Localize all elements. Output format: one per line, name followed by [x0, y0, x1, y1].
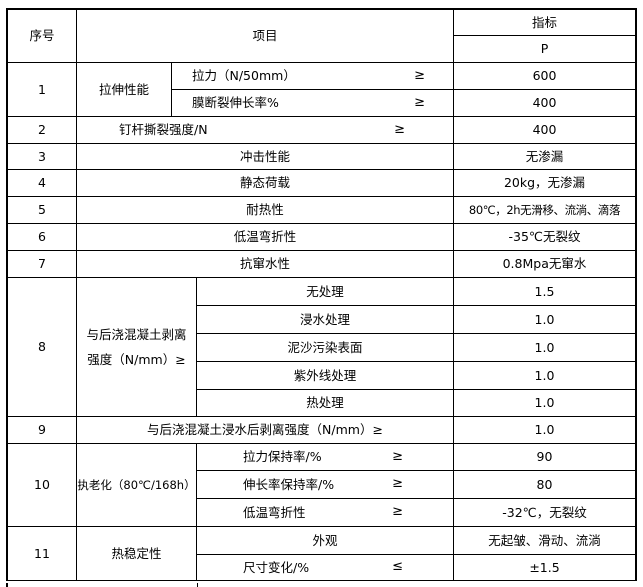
item-label-cell: 抗窜水性 — [77, 251, 454, 278]
header-grade-cell: P — [454, 36, 635, 63]
row-seq: 8 — [8, 278, 77, 417]
table-continuation-inner-border — [197, 583, 198, 587]
ge-symbol: ≥ — [394, 121, 405, 137]
sub-label: 拉力保持率/% — [243, 449, 322, 465]
value-cell: 20kg，无渗漏 — [454, 170, 635, 197]
row-seq: 7 — [8, 251, 77, 278]
sub-label-cell: 外观 — [197, 527, 454, 555]
item-label-cell: 低温弯折性 — [77, 224, 454, 251]
sub-label-cell: 泥沙污染表面 — [197, 334, 454, 362]
sub-label: 伸长率保持率/% — [243, 476, 335, 492]
value-cell: -35℃无裂纹 — [454, 224, 635, 251]
sub-label: 低温弯折性 — [243, 504, 306, 520]
item-cell: 拉伸性能 — [77, 63, 172, 117]
value-cell: 80℃，2h无滑移、流淌、滴落 — [454, 197, 635, 224]
row-seq: 5 — [8, 197, 77, 224]
value-cell: 1.0 — [454, 306, 635, 334]
value-cell: 1.0 — [454, 390, 635, 417]
value-cell: 400 — [454, 117, 635, 144]
sub-label: 尺寸变化/% — [243, 559, 310, 575]
ge-symbol: ≥ — [392, 504, 403, 520]
table-continuation-left-border — [6, 583, 8, 587]
spec-table: 序号 项目 指标 P 1 拉伸性能 拉力（N/50mm） ≥ 600 膜断裂伸长… — [6, 8, 637, 581]
value-cell: 90 — [454, 444, 635, 471]
le-symbol: ≤ — [392, 559, 403, 575]
value-cell: ±1.5 — [454, 555, 635, 581]
ge-symbol: ≥ — [414, 67, 425, 83]
sub-label-cell: 热处理 — [197, 390, 454, 417]
row-seq: 4 — [8, 170, 77, 197]
item-label-cell: 钉杆撕裂强度/N ≥ — [77, 117, 454, 144]
header-item-cell: 项目 — [77, 10, 454, 63]
sub-label-cell: 尺寸变化/% ≤ — [197, 555, 454, 581]
ge-symbol: ≥ — [414, 94, 425, 110]
sub-label: 拉力（N/50mm） — [192, 68, 296, 84]
item-label-cell: 静态荷载 — [77, 170, 454, 197]
item-label-cell: 冲击性能 — [77, 144, 454, 170]
row-seq: 10 — [8, 444, 77, 527]
sub-label-cell: 拉力保持率/% ≥ — [197, 444, 454, 471]
value-cell: 1.5 — [454, 278, 635, 306]
sub-label-cell: 拉力（N/50mm） ≥ — [172, 63, 454, 90]
sub-label: 膜断裂伸长率% — [192, 95, 279, 111]
item-cell: 与后浇混凝土剥离强度（N/mm）≥ — [77, 278, 197, 417]
value-cell: 无起皱、滑动、流淌 — [454, 527, 635, 555]
item-cell: 执老化（80℃/168h） — [77, 444, 197, 527]
value-cell: 无渗漏 — [454, 144, 635, 170]
value-cell: -32℃，无裂纹 — [454, 499, 635, 527]
value-cell: 80 — [454, 471, 635, 499]
sub-label-cell: 无处理 — [197, 278, 454, 306]
row-seq: 11 — [8, 527, 77, 581]
header-indicator-cell: 指标 — [454, 10, 635, 36]
header-seq-cell: 序号 — [8, 10, 77, 63]
item-label: 钉杆撕裂强度/N — [119, 122, 208, 138]
item-cell: 热稳定性 — [77, 527, 197, 581]
sub-label-cell: 伸长率保持率/% ≥ — [197, 471, 454, 499]
sub-label-cell: 紫外线处理 — [197, 362, 454, 390]
item-label-cell: 与后浇混凝土浸水后剥离强度（N/mm）≥ — [77, 417, 454, 444]
value-cell: 0.8Mpa无窜水 — [454, 251, 635, 278]
value-cell: 1.0 — [454, 334, 635, 362]
row-seq: 3 — [8, 144, 77, 170]
value-cell: 1.0 — [454, 362, 635, 390]
value-cell: 600 — [454, 63, 635, 90]
sub-label-cell: 浸水处理 — [197, 306, 454, 334]
row-seq: 1 — [8, 63, 77, 117]
value-cell: 1.0 — [454, 417, 635, 444]
item-label-cell: 耐热性 — [77, 197, 454, 224]
sub-label-cell: 低温弯折性 ≥ — [197, 499, 454, 527]
row-seq: 6 — [8, 224, 77, 251]
sub-label-cell: 膜断裂伸长率% ≥ — [172, 90, 454, 117]
ge-symbol: ≥ — [392, 476, 403, 492]
ge-symbol: ≥ — [392, 448, 403, 464]
row-seq: 9 — [8, 417, 77, 444]
row-seq: 2 — [8, 117, 77, 144]
value-cell: 400 — [454, 90, 635, 117]
